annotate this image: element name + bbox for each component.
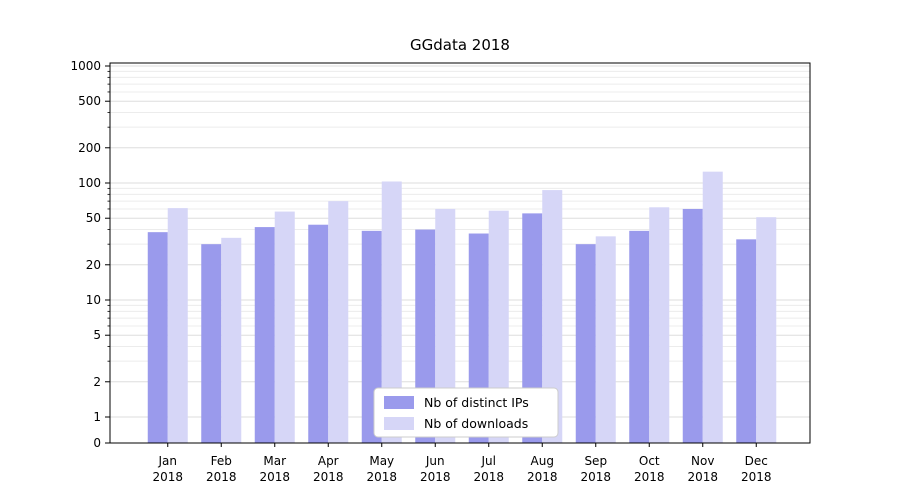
x-tick-label: Mar 2018 xyxy=(259,454,290,484)
bar-downloads-may xyxy=(381,181,402,443)
x-tick-label: Jan 2018 xyxy=(152,454,183,484)
bar-downloads-dec xyxy=(756,217,777,443)
bar-distinct-ips-dec xyxy=(736,239,757,443)
x-tick-label: Aug 2018 xyxy=(527,454,558,484)
legend-label-distinct-ips: Nb of distinct IPs xyxy=(424,395,529,410)
chart-title: GGdata 2018 xyxy=(410,36,510,54)
bar-downloads-jul xyxy=(488,210,509,443)
bar-downloads-jan xyxy=(167,208,188,443)
legend-box xyxy=(373,387,559,438)
plot-border xyxy=(109,62,811,444)
bar-downloads-apr xyxy=(328,201,349,443)
x-tick-label: Dec 2018 xyxy=(741,454,772,484)
bar-distinct-ips-sep xyxy=(575,244,596,443)
bar-downloads-jun xyxy=(435,208,456,443)
y-tick-label: 2 xyxy=(93,375,101,389)
legend-label-downloads: Nb of downloads xyxy=(424,416,528,431)
y-tick-label: 20 xyxy=(86,258,101,272)
y-tick-label: 50 xyxy=(86,211,101,225)
bar-downloads-aug xyxy=(542,190,563,443)
y-tick-label: 500 xyxy=(78,94,101,108)
y-tick-label: 5 xyxy=(93,328,101,342)
bar-downloads-sep xyxy=(595,236,616,443)
bar-downloads-oct xyxy=(649,207,670,443)
bars xyxy=(147,171,777,443)
bar-distinct-ips-nov xyxy=(682,208,703,443)
bar-distinct-ips-oct xyxy=(629,230,650,443)
bar-distinct-ips-jan xyxy=(147,232,168,443)
y-tick-label: 1 xyxy=(93,410,101,424)
legend: Nb of distinct IPs Nb of downloads xyxy=(373,387,559,438)
bar-downloads-feb xyxy=(221,237,242,443)
bar-downloads-mar xyxy=(274,211,295,443)
y-tick-label: 100 xyxy=(78,176,101,190)
legend-swatch-downloads xyxy=(384,417,414,430)
x-tick-label: Jul 2018 xyxy=(473,454,504,484)
y-tick-label: 1000 xyxy=(70,59,101,73)
bar-downloads-nov xyxy=(702,171,723,443)
x-tick-label: Jun 2018 xyxy=(420,454,451,484)
y-tick-label: 0 xyxy=(93,436,101,450)
y-tick-label: 10 xyxy=(86,293,101,307)
bar-distinct-ips-aug xyxy=(522,213,543,443)
x-tick-label: Nov 2018 xyxy=(687,454,718,484)
x-tick-label: May 2018 xyxy=(366,454,397,484)
x-tick-label: Oct 2018 xyxy=(634,454,665,484)
bar-distinct-ips-feb xyxy=(201,244,222,443)
x-tick-label: Sep 2018 xyxy=(580,454,611,484)
x-tick-label: Apr 2018 xyxy=(313,454,344,484)
bar-distinct-ips-apr xyxy=(308,224,329,443)
bar-distinct-ips-mar xyxy=(254,227,275,443)
legend-swatch-distinct-ips xyxy=(384,396,414,409)
x-tick-label: Feb 2018 xyxy=(206,454,237,484)
y-tick-label: 200 xyxy=(78,141,101,155)
